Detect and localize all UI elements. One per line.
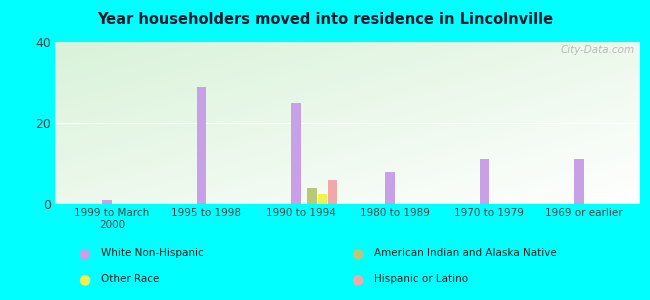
Text: Other Race: Other Race xyxy=(101,274,159,284)
Text: ●: ● xyxy=(79,272,90,286)
Text: ●: ● xyxy=(352,247,363,260)
Bar xyxy=(197,86,206,204)
Text: Year householders moved into residence in Lincolnville: Year householders moved into residence i… xyxy=(97,12,553,27)
Text: ●: ● xyxy=(352,272,363,286)
Bar xyxy=(318,194,327,204)
Text: White Non-Hispanic: White Non-Hispanic xyxy=(101,248,203,259)
Text: Hispanic or Latino: Hispanic or Latino xyxy=(374,274,468,284)
Bar xyxy=(574,159,584,204)
Bar xyxy=(480,159,489,204)
Text: American Indian and Alaska Native: American Indian and Alaska Native xyxy=(374,248,556,259)
Bar xyxy=(328,180,337,204)
Bar xyxy=(291,103,300,204)
Bar xyxy=(103,200,112,204)
Text: City-Data.com: City-Data.com xyxy=(560,45,634,55)
Text: ●: ● xyxy=(79,247,90,260)
Bar xyxy=(307,188,317,204)
Bar xyxy=(385,172,395,204)
